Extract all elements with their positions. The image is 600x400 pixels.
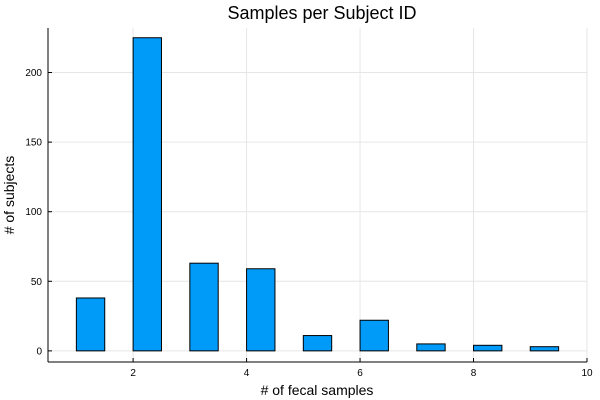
x-tick-label: 2 xyxy=(130,368,136,379)
grid xyxy=(48,28,588,362)
bar xyxy=(416,343,446,352)
bar xyxy=(473,344,503,352)
y-tick-label: 0 xyxy=(36,346,42,357)
x-tick-label: 8 xyxy=(471,368,477,379)
bar xyxy=(246,268,276,352)
y-axis-label: # of subjects xyxy=(1,156,17,235)
x-tick-label: 6 xyxy=(357,368,363,379)
x-tick-label: 4 xyxy=(244,368,250,379)
bar xyxy=(75,297,106,352)
bar xyxy=(132,37,162,352)
x-axis-label: # of fecal samples xyxy=(261,382,374,398)
bars xyxy=(75,37,560,352)
y-tick-label: 150 xyxy=(25,138,42,149)
bar xyxy=(529,346,560,352)
bar xyxy=(359,319,389,352)
bar xyxy=(189,262,219,352)
bar xyxy=(302,335,333,352)
x-tick-label: 10 xyxy=(581,368,593,379)
y-tick-label: 50 xyxy=(31,277,43,288)
axes xyxy=(47,28,588,363)
chart-title: Samples per Subject ID xyxy=(227,3,416,23)
y-tick-label: 200 xyxy=(25,68,42,79)
y-tick-label: 100 xyxy=(25,207,42,218)
